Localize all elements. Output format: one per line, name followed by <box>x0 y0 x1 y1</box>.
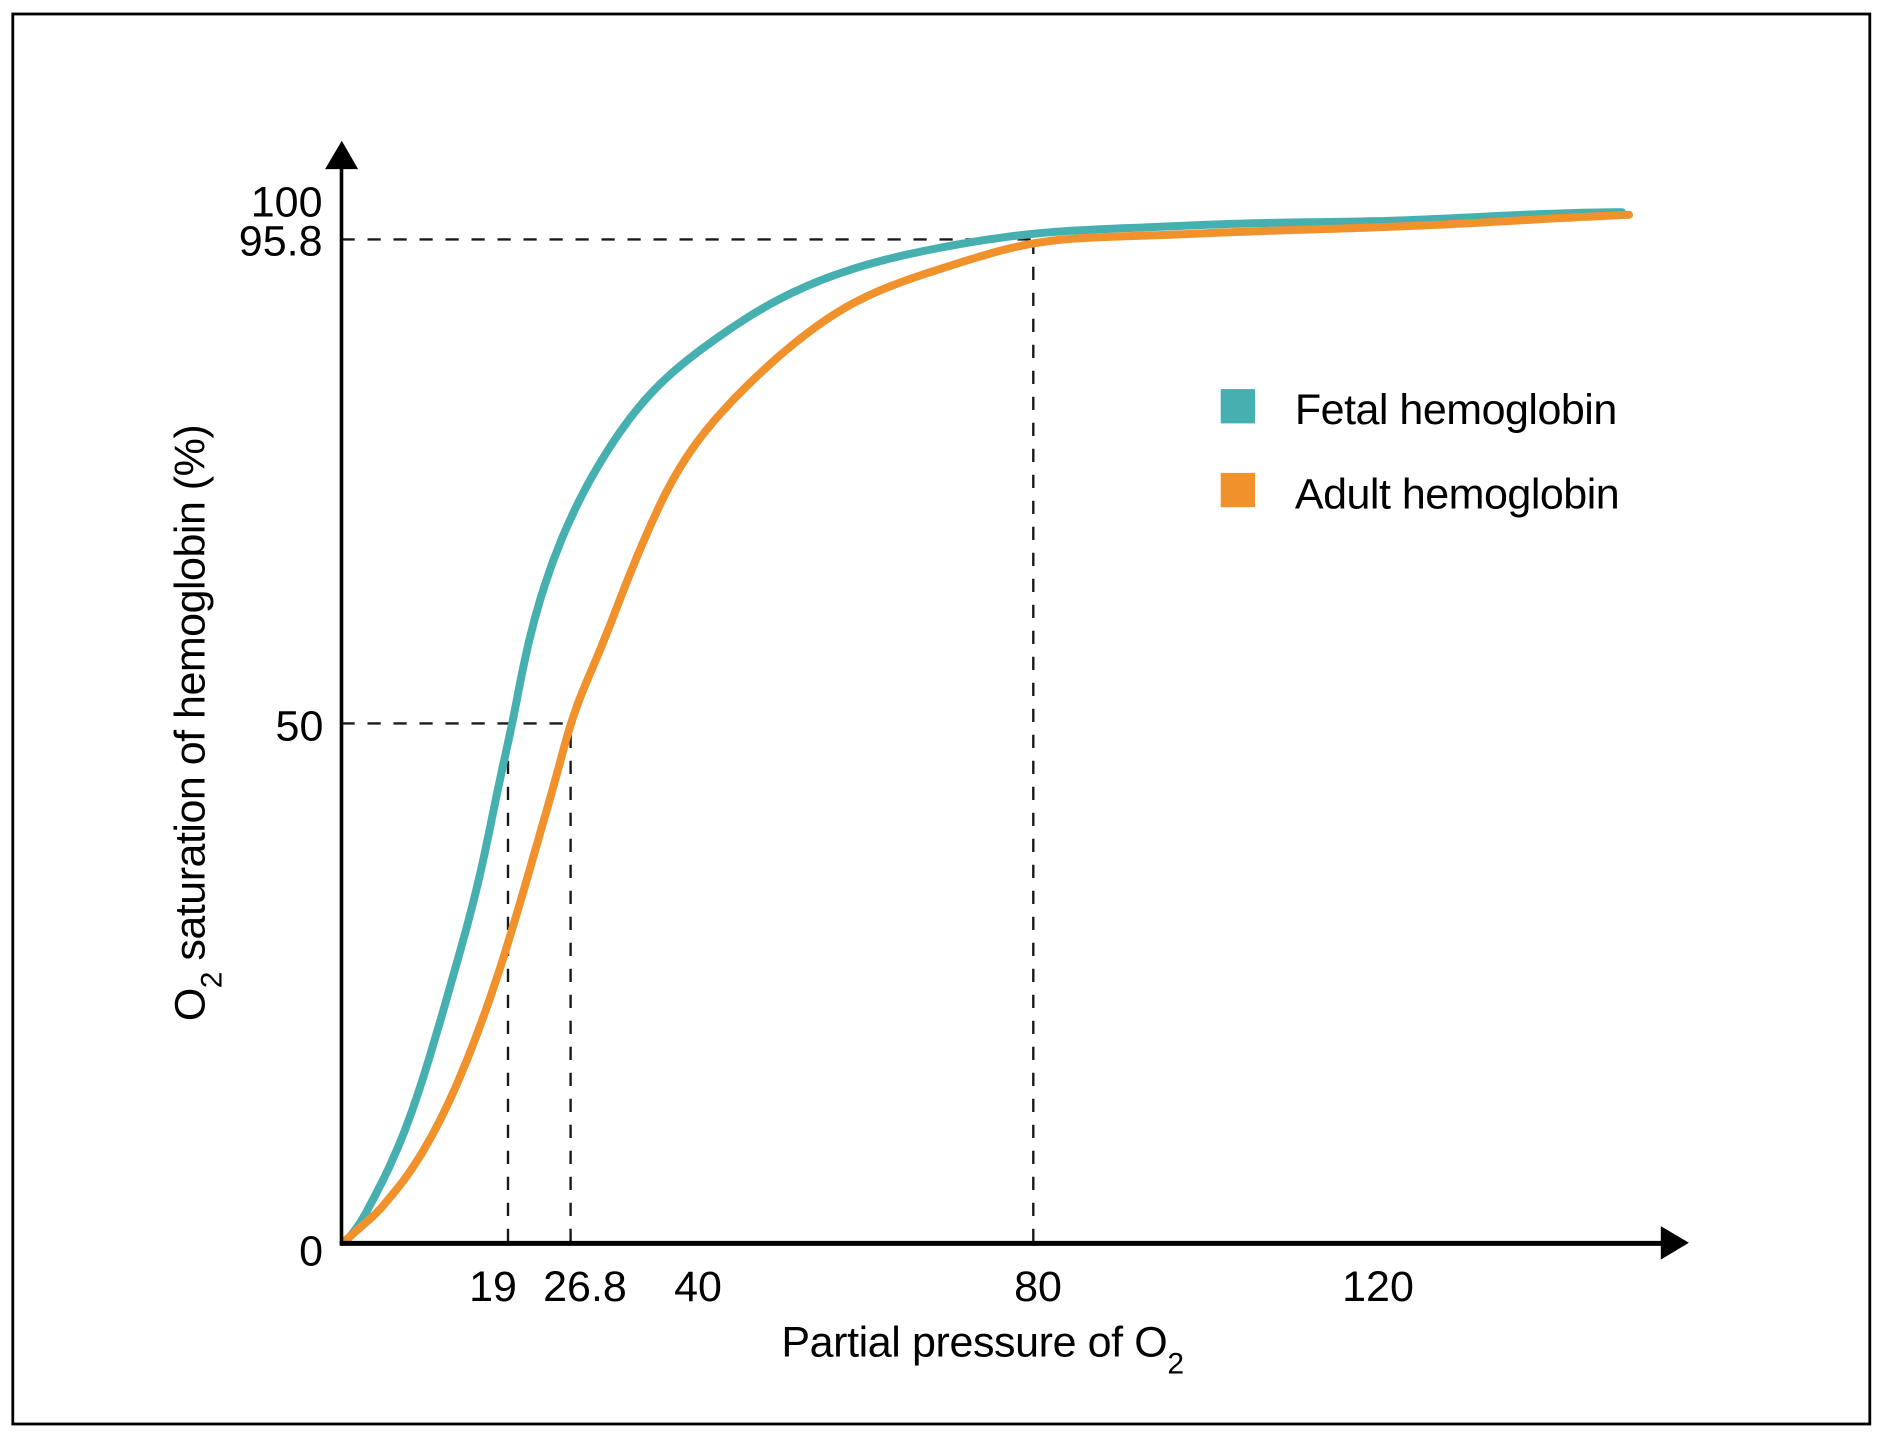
svg-text:Fetal hemoglobin: Fetal hemoglobin <box>1295 386 1617 434</box>
svg-text:100: 100 <box>251 179 323 227</box>
svg-text:50: 50 <box>276 703 324 751</box>
svg-text:19: 19 <box>469 1263 517 1311</box>
svg-text:Adult hemoglobin: Adult hemoglobin <box>1295 470 1619 518</box>
svg-text:120: 120 <box>1342 1263 1414 1311</box>
svg-text:26.8: 26.8 <box>543 1263 627 1311</box>
svg-text:80: 80 <box>1014 1263 1062 1311</box>
svg-text:0: 0 <box>299 1228 323 1276</box>
svg-text:95.8: 95.8 <box>239 217 323 265</box>
svg-text:40: 40 <box>674 1263 722 1311</box>
